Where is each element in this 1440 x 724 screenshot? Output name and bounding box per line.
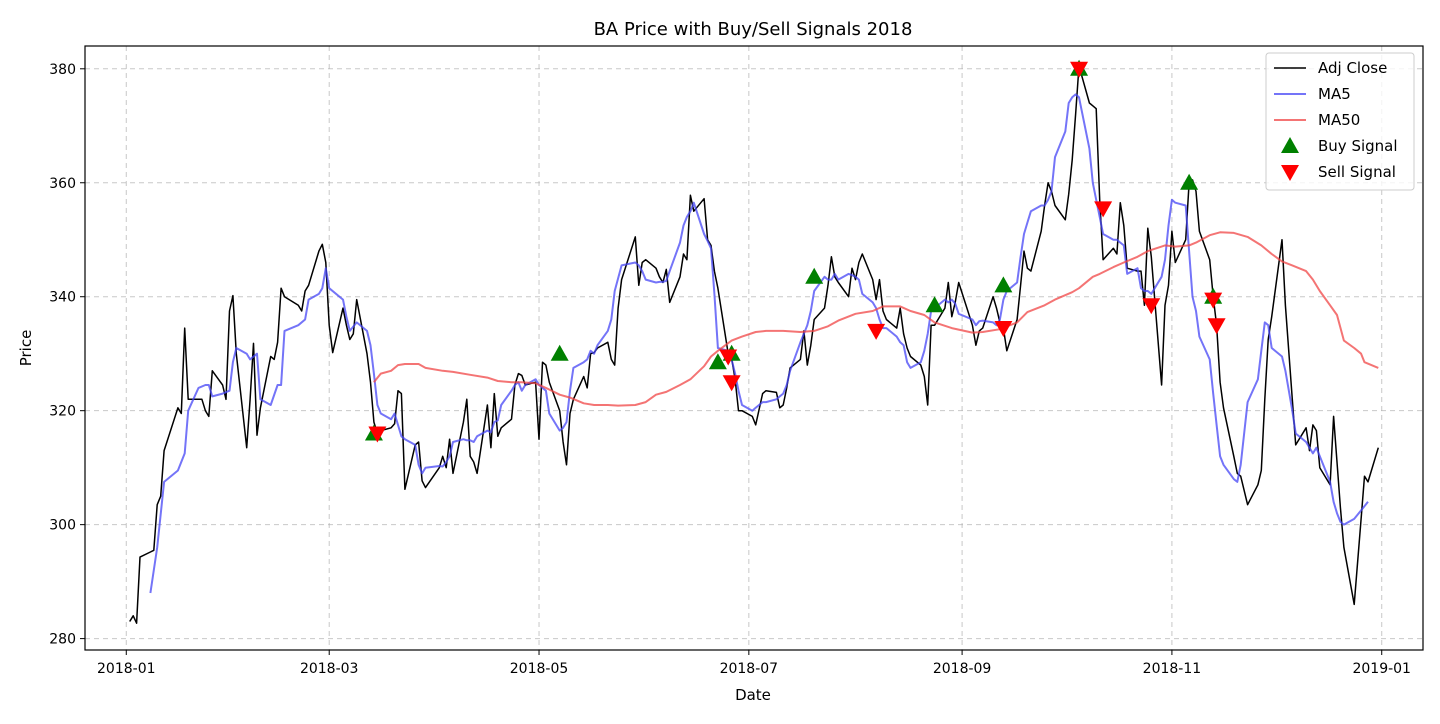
- sell-signal-marker: [719, 349, 738, 366]
- buy-signal-marker: [994, 276, 1013, 293]
- x-tick-label: 2018-01: [97, 661, 156, 677]
- y-tick-label: 360: [49, 176, 76, 192]
- y-axis: 280 300 320 340 360 380: [49, 62, 85, 648]
- signal-layer: [364, 59, 1226, 443]
- x-axis-label: Date: [735, 686, 771, 704]
- legend: Adj Close MA5 MA50 Buy Signal Sell Signal: [1265, 52, 1415, 191]
- x-tick-label: 2018-09: [933, 661, 992, 677]
- legend-label: MA50: [1318, 111, 1360, 129]
- x-tick-label: 2018-07: [720, 661, 779, 677]
- y-tick-label: 300: [49, 518, 76, 534]
- series-line-adj-close: [129, 65, 1380, 624]
- sell-signal-marker: [1207, 318, 1226, 335]
- sell-signal-marker: [1142, 298, 1161, 315]
- x-axis: 2018-01 2018-03 2018-05 2018-07 2018-09 2018-…: [97, 650, 1411, 677]
- x-tick-label: 2018-03: [300, 661, 359, 677]
- buy-signal-marker: [550, 344, 569, 361]
- legend-label: MA5: [1318, 85, 1351, 103]
- y-tick-label: 280: [49, 632, 76, 648]
- legend-swatch: [1281, 137, 1299, 153]
- buy-signal-marker: [805, 267, 824, 284]
- x-tick-label: 2018-05: [510, 661, 569, 677]
- series-line-ma5: [149, 93, 1369, 594]
- chart-title: BA Price with Buy/Sell Signals 2018: [594, 19, 913, 40]
- series-layer: [129, 65, 1380, 624]
- sell-signal-marker: [1204, 292, 1223, 309]
- sell-signal-marker: [1070, 61, 1089, 78]
- sell-signal-marker: [1094, 201, 1113, 218]
- buy-signal-marker: [925, 296, 944, 313]
- plot-frame: [84, 45, 1424, 651]
- buy-signal-marker: [1180, 173, 1199, 190]
- sell-signal-marker: [867, 323, 886, 340]
- y-tick-label: 380: [49, 62, 76, 78]
- buy-signal-marker: [708, 353, 727, 370]
- legend-label: Adj Close: [1318, 59, 1387, 77]
- sell-signal-marker: [722, 375, 741, 392]
- sell-signal-marker: [994, 321, 1013, 338]
- y-axis-label: Price: [17, 330, 35, 367]
- series-line-ma50: [373, 231, 1379, 407]
- x-tick-label: 2019-01: [1352, 661, 1411, 677]
- x-tick-label: 2018-11: [1143, 661, 1202, 677]
- legend-swatch: [1281, 165, 1299, 181]
- grid: [85, 46, 1423, 650]
- sell-signal-marker: [368, 426, 387, 443]
- legend-label: Buy Signal: [1318, 137, 1398, 155]
- y-tick-label: 320: [49, 404, 76, 420]
- y-tick-label: 340: [49, 290, 76, 306]
- legend-label: Sell Signal: [1318, 163, 1396, 181]
